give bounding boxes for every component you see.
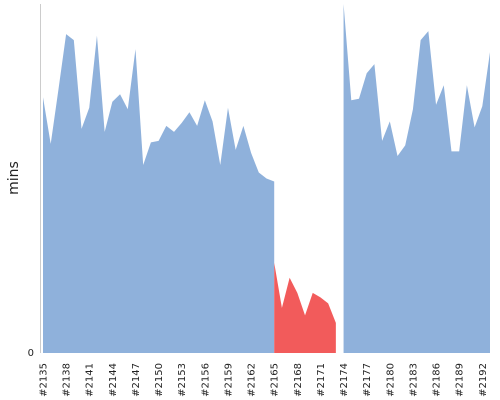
y-tick-layer: 0 [28,348,34,359]
x-tick-label-9: #2162 [247,363,258,397]
x-tick-label-18: #2189 [455,363,466,397]
x-tick-label-8: #2159 [223,363,234,397]
series-layer [43,4,490,354]
x-tick-label-11: #2168 [293,363,304,397]
x-tick-layer: #2135 #2138 #2141 #2144 #2147 #2150 #2153 #2156… [39,363,489,397]
x-tick-label-4: #2147 [131,363,142,397]
x-tick-label-17: #2186 [432,363,443,397]
y-axis-title: mins [6,161,22,195]
x-tick-label-5: #2150 [154,363,165,397]
x-tick-label-7: #2156 [200,363,211,397]
x-tick-label-13: #2174 [339,363,350,397]
x-tick-label-16: #2183 [408,363,419,397]
x-tick-label-2: #2141 [85,363,96,397]
series-0-area-1 [343,4,490,353]
x-tick-label-1: #2138 [62,363,73,397]
series-0-area-0 [43,34,275,354]
x-tick-label-12: #2171 [316,363,327,397]
x-tick-label-0: #2135 [39,363,50,397]
y-tick-label-0: 0 [28,348,34,359]
x-tick-label-19: #2192 [478,363,489,397]
x-tick-label-10: #2165 [270,363,281,397]
x-tick-label-14: #2177 [362,363,373,397]
x-tick-label-3: #2144 [108,363,119,397]
x-tick-label-15: #2180 [385,363,396,397]
x-tick-label-6: #2153 [177,363,188,397]
series-1-area-0 [274,262,336,353]
